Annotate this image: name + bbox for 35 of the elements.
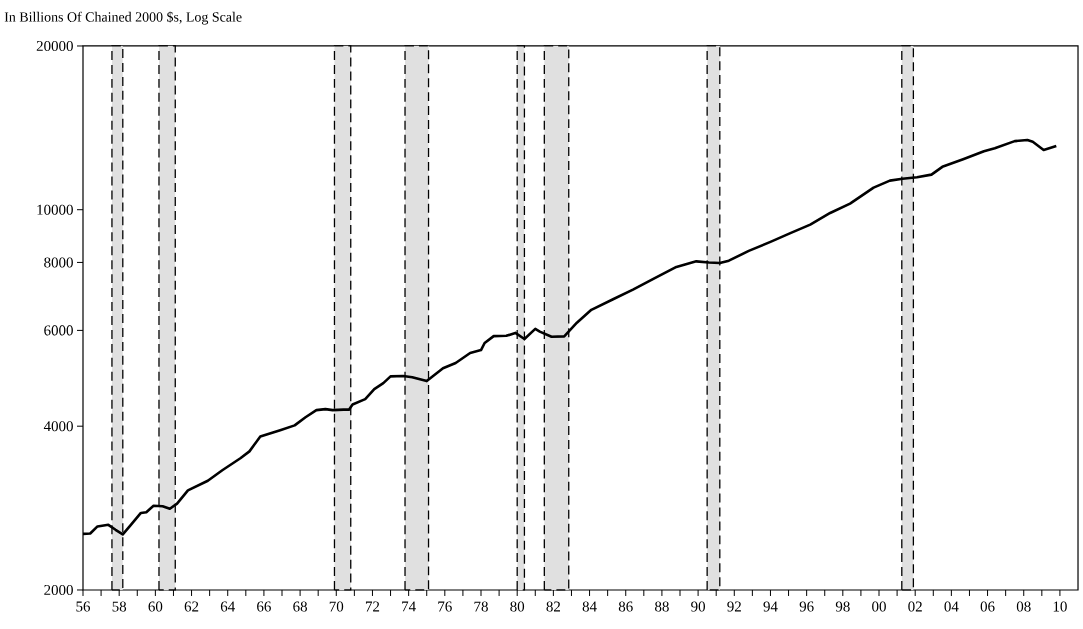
x-tick-label: 86 bbox=[618, 601, 633, 612]
y-tick-label: 20000 bbox=[36, 40, 73, 52]
x-tick-label: 10 bbox=[1053, 601, 1067, 612]
x-tick-label: 56 bbox=[76, 601, 91, 612]
x-tick-label: 92 bbox=[727, 601, 741, 612]
x-tick-label: 74 bbox=[402, 601, 416, 612]
y-tick-label: 6000 bbox=[44, 325, 73, 336]
x-tick-label: 08 bbox=[1016, 601, 1031, 612]
y-axis-title: In Billions Of Chained 2000 $s, Log Scale bbox=[4, 11, 242, 25]
y-tick-label: 10000 bbox=[37, 204, 73, 215]
x-tick-label: 88 bbox=[655, 601, 669, 612]
x-tick-label: 84 bbox=[582, 601, 597, 612]
x-tick-label: 02 bbox=[908, 601, 922, 612]
x-tick-label: 70 bbox=[329, 601, 344, 612]
x-tick-label: 96 bbox=[799, 601, 814, 612]
x-tick-label: 06 bbox=[980, 601, 995, 612]
x-tick-label: 00 bbox=[872, 601, 886, 612]
x-tick-label: 80 bbox=[510, 601, 525, 612]
y-tick-label: 4000 bbox=[43, 421, 73, 432]
x-tick-label: 58 bbox=[112, 601, 127, 612]
x-tick-label: 90 bbox=[691, 601, 705, 612]
x-tick-label: 62 bbox=[184, 601, 199, 612]
y-tick-label: 8000 bbox=[44, 257, 73, 268]
x-tick-label: 76 bbox=[438, 601, 452, 612]
x-tick-label: 94 bbox=[763, 601, 778, 612]
x-tick-label: 68 bbox=[293, 601, 307, 612]
x-tick-label: 66 bbox=[257, 601, 271, 612]
x-tick-label: 98 bbox=[835, 601, 850, 612]
y-tick-label: 2000 bbox=[44, 584, 73, 596]
x-tick-label: 72 bbox=[365, 601, 380, 612]
x-tick-label: 64 bbox=[220, 601, 235, 612]
x-tick-label: 60 bbox=[148, 601, 163, 612]
x-tick-label: 78 bbox=[474, 601, 488, 612]
x-tick-label: 82 bbox=[546, 601, 561, 612]
x-tick-label: 04 bbox=[944, 601, 959, 612]
